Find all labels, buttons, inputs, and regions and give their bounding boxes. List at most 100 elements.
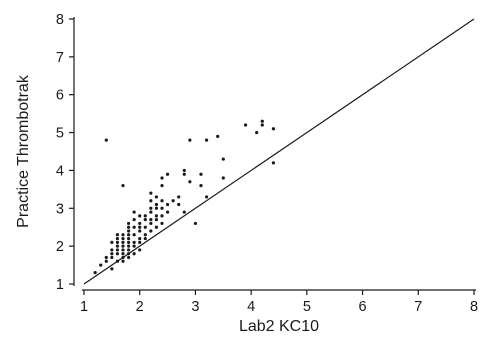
data-point xyxy=(143,218,147,222)
data-point xyxy=(165,202,170,207)
y-tick-label: 5 xyxy=(56,126,64,142)
data-point xyxy=(165,172,170,176)
data-point xyxy=(99,263,103,267)
data-point xyxy=(121,240,125,244)
data-point xyxy=(115,240,120,244)
data-point xyxy=(126,233,131,237)
data-point xyxy=(126,225,131,229)
data-point xyxy=(188,138,192,142)
data-point xyxy=(132,218,136,222)
axes: 1 2 3 4 5 6 7 8 1 2 3 4 5 6 7 8 xyxy=(56,12,478,315)
x-tick-label: 5 xyxy=(303,299,311,315)
data-point xyxy=(193,221,198,226)
data-point xyxy=(126,248,131,252)
data-point xyxy=(132,252,136,256)
data-point xyxy=(132,225,136,229)
data-point xyxy=(160,183,164,188)
y-tick-label: 8 xyxy=(56,12,64,28)
data-point xyxy=(132,210,136,214)
data-point xyxy=(121,244,125,248)
data-point xyxy=(177,195,181,199)
data-point xyxy=(221,176,225,180)
data-point xyxy=(154,225,159,229)
data-point xyxy=(126,229,131,233)
data-point xyxy=(154,218,159,222)
data-point xyxy=(271,161,276,165)
data-point xyxy=(138,214,142,218)
data-point xyxy=(126,244,131,248)
data-point xyxy=(138,225,142,229)
data-point xyxy=(121,252,125,256)
data-point xyxy=(138,229,142,233)
x-tick-label: 7 xyxy=(414,299,422,315)
x-tick-label: 8 xyxy=(470,299,478,315)
data-point xyxy=(126,236,131,241)
x-tick-label: 2 xyxy=(136,299,144,315)
y-tick-label: 7 xyxy=(56,50,64,66)
data-point xyxy=(188,180,192,184)
data-point xyxy=(93,271,97,275)
data-point xyxy=(115,248,120,252)
data-point xyxy=(138,221,142,226)
data-point xyxy=(132,233,136,237)
data-point xyxy=(199,172,203,176)
data-point xyxy=(199,183,203,188)
data-point xyxy=(143,236,147,241)
data-point xyxy=(110,267,114,271)
data-point xyxy=(110,255,114,260)
data-point xyxy=(138,240,142,244)
x-tick-label: 3 xyxy=(191,299,199,315)
data-point xyxy=(110,248,114,252)
data-point xyxy=(149,206,153,210)
reference-line-group xyxy=(83,18,475,285)
data-point xyxy=(160,206,164,210)
data-point xyxy=(110,240,114,244)
data-point xyxy=(149,199,153,203)
data-point xyxy=(143,214,147,218)
y-tick-label: 4 xyxy=(56,163,64,179)
y-tick-label: 1 xyxy=(56,277,64,293)
data-point xyxy=(126,240,131,244)
data-point xyxy=(171,199,175,203)
data-point xyxy=(160,214,164,218)
data-point xyxy=(149,210,153,214)
data-point xyxy=(221,157,225,161)
data-point xyxy=(143,233,147,237)
data-point xyxy=(165,210,170,214)
x-tick-label: 4 xyxy=(247,299,255,315)
data-point xyxy=(154,214,159,218)
x-tick-label: 6 xyxy=(359,299,367,315)
data-point xyxy=(160,221,164,226)
data-point xyxy=(115,259,120,263)
data-point xyxy=(104,259,108,263)
data-point xyxy=(121,259,125,263)
data-point xyxy=(216,134,220,138)
data-point xyxy=(149,221,153,226)
data-point xyxy=(149,229,153,233)
data-point xyxy=(154,206,159,210)
data-point xyxy=(182,168,186,173)
data-point xyxy=(271,127,276,131)
data-point xyxy=(160,176,164,180)
data-point xyxy=(121,183,125,188)
data-point xyxy=(182,210,186,214)
data-point xyxy=(115,233,120,237)
reference-line xyxy=(83,18,475,285)
data-point xyxy=(110,252,114,256)
y-tick-label: 2 xyxy=(56,239,64,255)
data-point xyxy=(260,123,264,127)
data-point xyxy=(182,172,186,176)
data-point xyxy=(260,119,264,123)
y-axis-title: Practice Thrombotrak xyxy=(15,74,32,228)
data-point xyxy=(104,255,108,260)
data-point xyxy=(149,191,153,195)
data-point xyxy=(255,130,259,135)
data-point xyxy=(143,225,147,229)
data-point xyxy=(115,244,120,248)
data-point xyxy=(149,218,153,222)
data-point xyxy=(132,240,136,244)
data-points xyxy=(93,119,276,275)
data-point xyxy=(138,236,142,241)
data-point xyxy=(126,252,131,256)
data-point xyxy=(115,252,120,256)
